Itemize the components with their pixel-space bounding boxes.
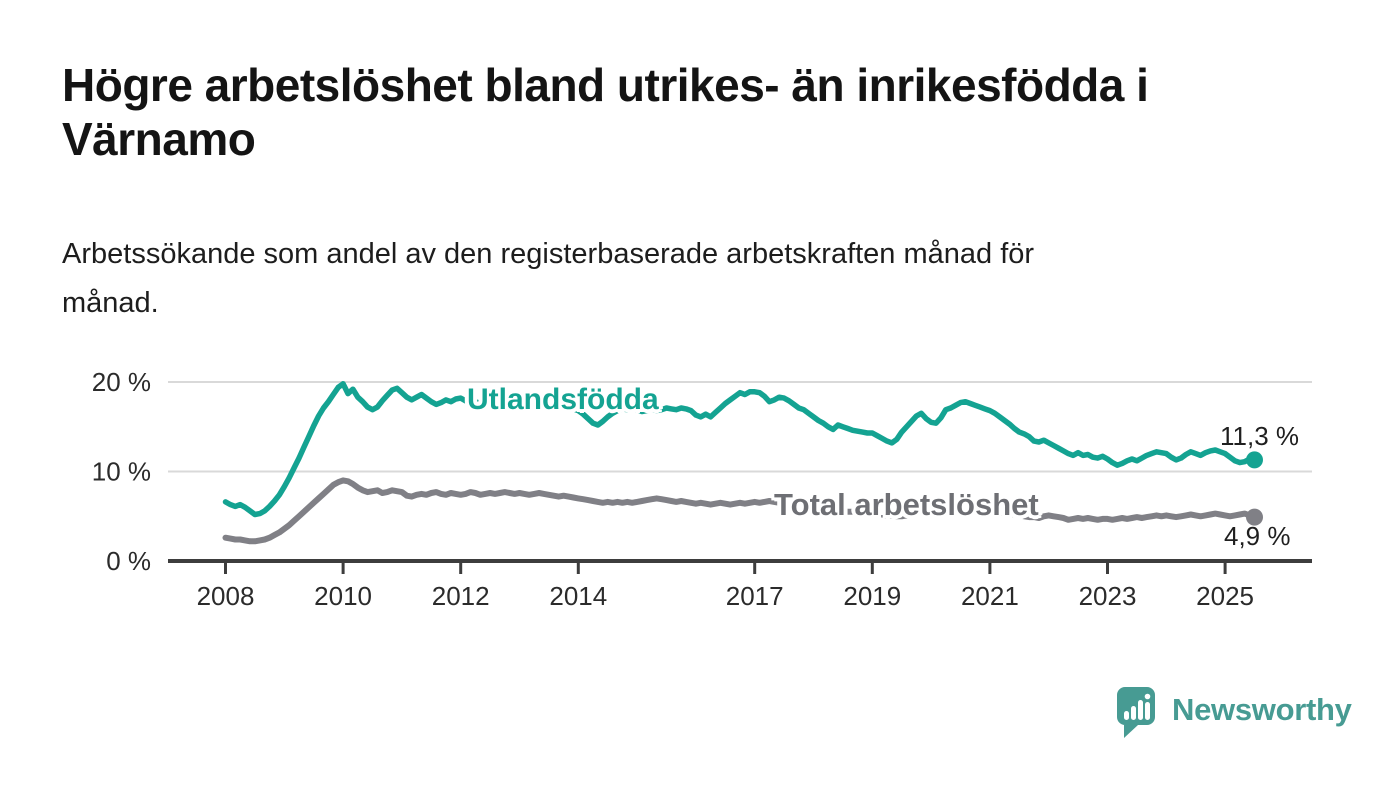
x-axis-label: 2025	[1196, 581, 1254, 611]
exclamation-dot	[1144, 693, 1151, 700]
x-axis-label: 2008	[197, 581, 255, 611]
title-line-2: Värnamo	[62, 113, 256, 165]
bar-tall	[1138, 700, 1143, 720]
series-label-utlandsfodda: Utlandsfödda	[467, 383, 659, 416]
bar-medium	[1131, 706, 1136, 720]
y-axis-label: 20 %	[92, 367, 151, 397]
title-line-1: Högre arbetslöshet bland utrikes- än inr…	[62, 59, 1149, 111]
x-axis-label: 2023	[1079, 581, 1137, 611]
bar-small	[1124, 711, 1129, 720]
subtitle-line-2: månad.	[62, 287, 159, 319]
x-axis-label: 2014	[549, 581, 607, 611]
newsworthy-logo[interactable]: Newsworthy	[1116, 686, 1352, 740]
x-axis-label: 2017	[726, 581, 784, 611]
x-axis-label: 2021	[961, 581, 1019, 611]
newsworthy-bubble-icon	[1117, 687, 1155, 738]
x-axis-label: 2012	[432, 581, 490, 611]
page-title: Högre arbetslöshet bland utrikes- än inr…	[62, 58, 1149, 166]
series-line-utlandsfodda	[222, 381, 1258, 518]
chart-subtitle: Arbetssökande som andel av den registerb…	[62, 230, 1034, 328]
end-value-label-utlandsfodda: 11,3 %	[1220, 421, 1300, 451]
series-label-total-arbetsloshet: Total arbetslöshet	[774, 487, 1039, 522]
exclamation-bar	[1145, 702, 1150, 720]
series-end-dot-utlandsfodda	[1246, 451, 1263, 469]
end-value-label-total: 4,9 %	[1224, 521, 1291, 551]
y-axis-label: 10 %	[92, 457, 151, 487]
x-axis-label: 2010	[314, 581, 372, 611]
x-axis-label: 2019	[843, 581, 901, 611]
subtitle-line-1: Arbetssökande som andel av den registerb…	[62, 238, 1035, 270]
series-line-total	[222, 477, 1258, 545]
y-axis-label: 0 %	[106, 546, 151, 576]
series-end-dot-total	[1246, 508, 1263, 526]
newsworthy-wordmark: Newsworthy	[1172, 692, 1352, 727]
